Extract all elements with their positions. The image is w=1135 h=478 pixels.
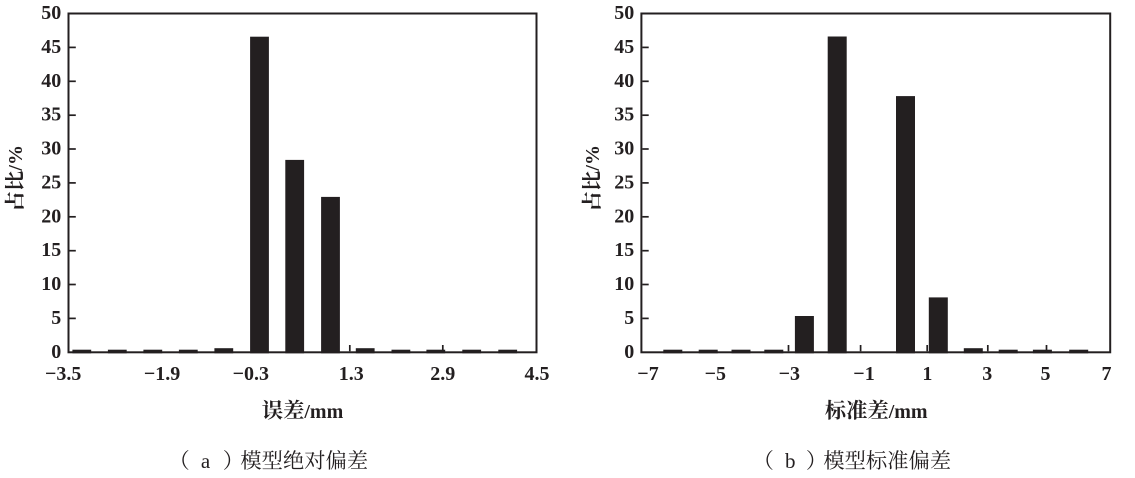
svg-text:/%: /% [5, 145, 27, 172]
svg-text:/%: /% [582, 145, 604, 172]
svg-text:45: 45 [41, 36, 61, 58]
svg-text:−1: −1 [853, 363, 874, 385]
svg-text:2.9: 2.9 [430, 363, 455, 385]
svg-text:3: 3 [982, 363, 992, 385]
svg-text:−5: −5 [705, 363, 726, 385]
svg-text:1.3: 1.3 [339, 363, 364, 385]
svg-text:10: 10 [614, 273, 634, 295]
svg-text:50: 50 [614, 2, 634, 24]
svg-text:/mm: /mm [888, 401, 928, 423]
svg-text:b: b [785, 449, 796, 473]
svg-text:−0.3: −0.3 [233, 363, 269, 385]
svg-text:5: 5 [51, 307, 61, 329]
svg-text:−1.9: −1.9 [144, 363, 180, 385]
svg-text:−3: −3 [779, 363, 800, 385]
svg-text:25: 25 [41, 171, 61, 193]
svg-text:7: 7 [1102, 363, 1112, 385]
svg-text:25: 25 [614, 171, 634, 193]
svg-text:a: a [201, 449, 211, 473]
svg-text:35: 35 [614, 104, 634, 126]
svg-text:50: 50 [41, 2, 61, 24]
svg-text:−3.5: −3.5 [45, 363, 81, 385]
svg-text:20: 20 [41, 205, 61, 227]
svg-text:40: 40 [614, 70, 634, 92]
svg-text:35: 35 [41, 104, 61, 126]
svg-text:0: 0 [624, 341, 634, 363]
svg-text:5: 5 [1041, 363, 1051, 385]
svg-text:15: 15 [41, 239, 61, 261]
svg-text:15: 15 [614, 239, 634, 261]
svg-text:4.5: 4.5 [525, 363, 550, 385]
svg-text:30: 30 [41, 138, 61, 160]
svg-text:40: 40 [41, 70, 61, 92]
svg-text:1: 1 [922, 363, 932, 385]
svg-text:/mm: /mm [303, 401, 343, 423]
svg-text:5: 5 [624, 307, 634, 329]
svg-text:30: 30 [614, 138, 634, 160]
svg-text:0: 0 [51, 341, 61, 363]
svg-text:20: 20 [614, 205, 634, 227]
svg-text:−7: −7 [637, 363, 658, 385]
svg-text:45: 45 [614, 36, 634, 58]
svg-text:10: 10 [41, 273, 61, 295]
